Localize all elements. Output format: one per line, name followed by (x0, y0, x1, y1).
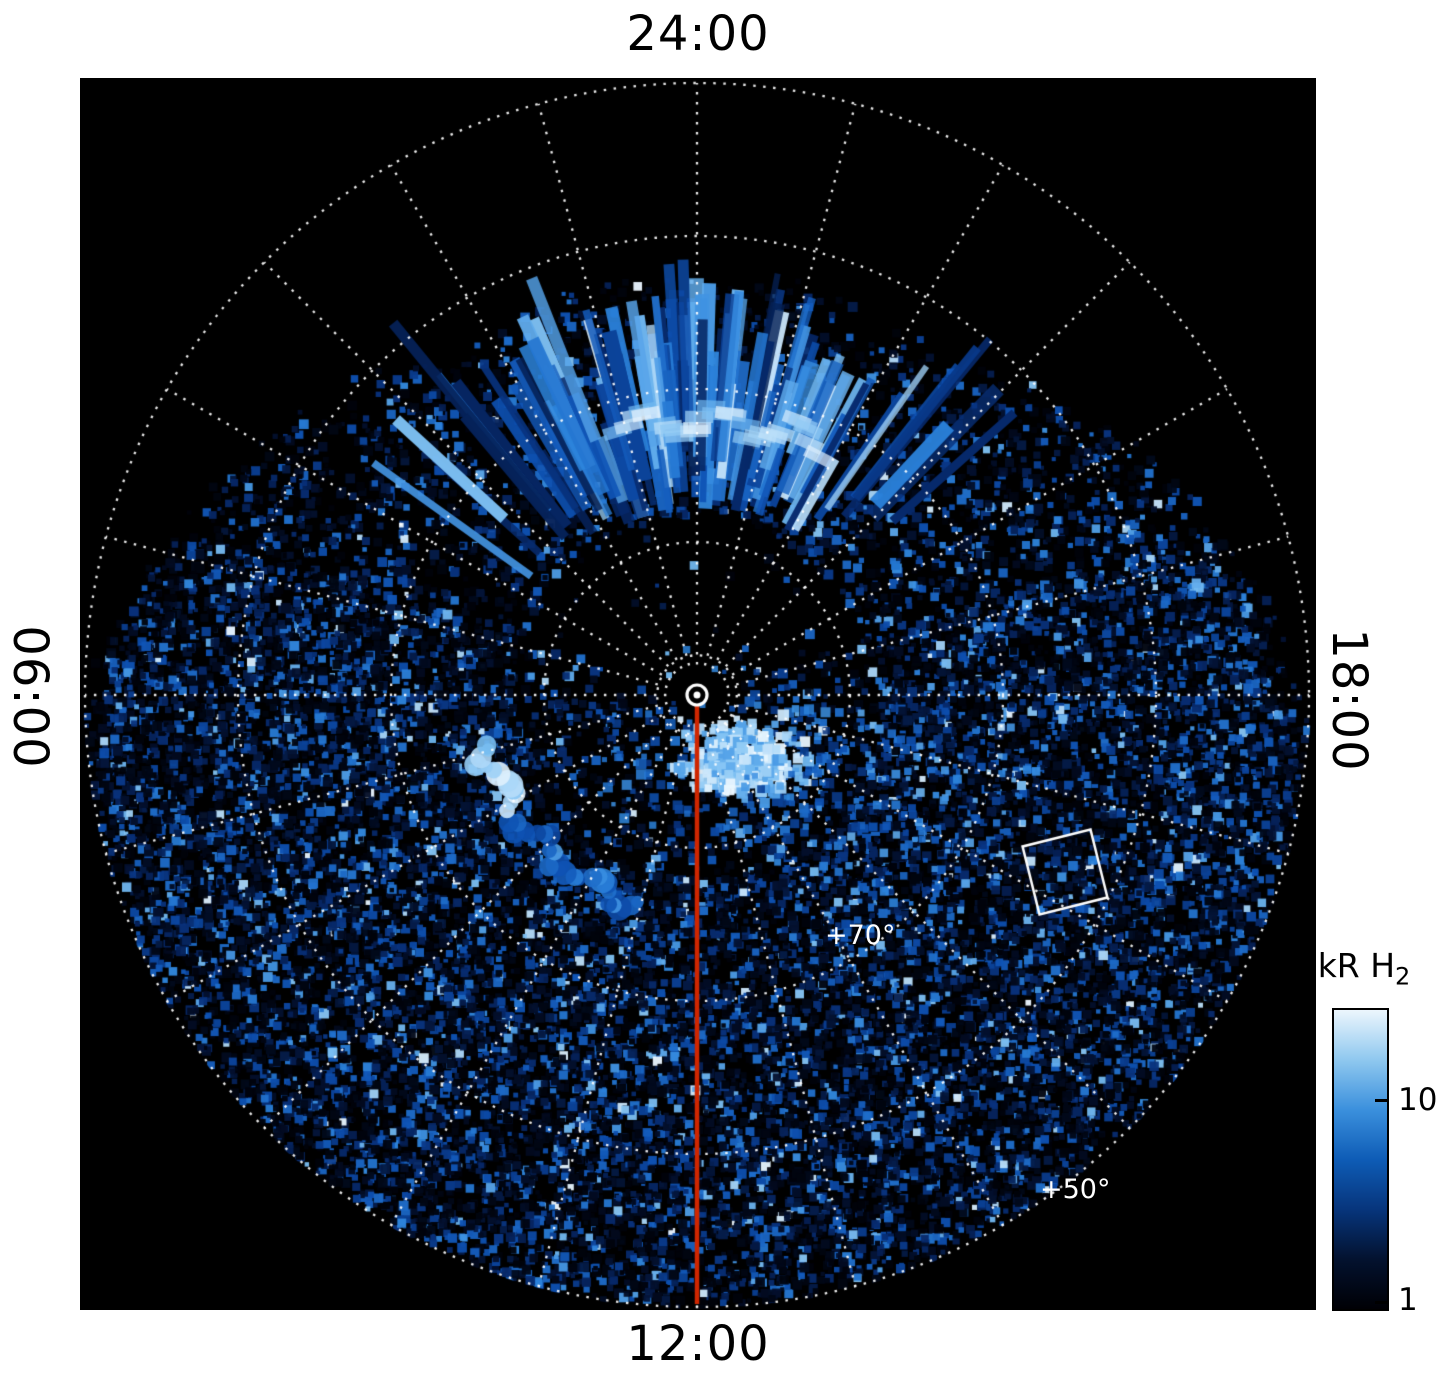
latitude-label-70: +70° (825, 920, 896, 951)
colorbar-title-subscript: 2 (1395, 962, 1411, 991)
polar-plot-area: +70° +50° (80, 78, 1316, 1310)
colorbar-gradient (1332, 1008, 1389, 1311)
local-time-label-1200: 12:00 (626, 1316, 770, 1372)
colorbar-title: kR H2 (1312, 946, 1416, 991)
colorbar-title-text: kR H (1317, 946, 1396, 985)
aurora-heatmap-canvas (80, 78, 1316, 1310)
colorbar-tick-label-10: 10 (1398, 1082, 1438, 1118)
colorbar-tick-10-mark (1375, 1098, 1387, 1102)
colorbar-tick-1-mark (1375, 1301, 1387, 1304)
colorbar-tick-label-1: 1 (1398, 1282, 1418, 1318)
local-time-label-0600: 06:00 (2, 625, 58, 769)
latitude-label-50: +50° (1040, 1174, 1111, 1205)
local-time-label-1800: 18:00 (1321, 628, 1377, 772)
local-time-label-2400: 24:00 (626, 6, 770, 62)
